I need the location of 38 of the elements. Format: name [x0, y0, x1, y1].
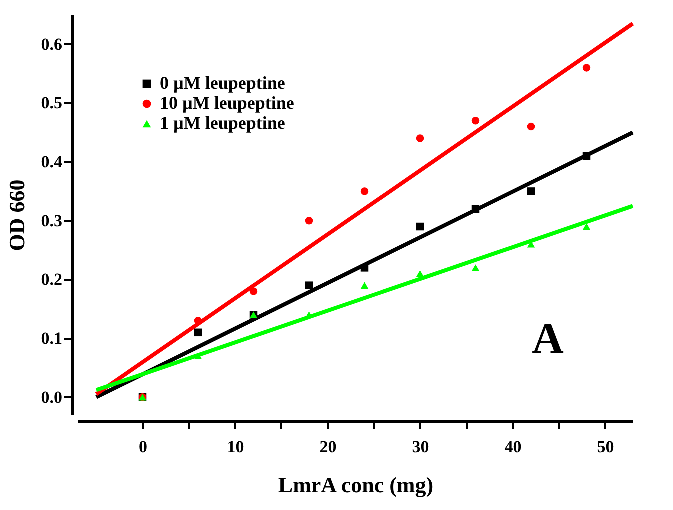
y-tick-label: 0.6 [41, 34, 62, 54]
point [305, 217, 314, 225]
point [360, 188, 369, 196]
point [582, 223, 591, 230]
y-tick-label: 0.4 [41, 152, 63, 172]
point [416, 134, 424, 142]
y-tick-label: 0.5 [41, 94, 62, 113]
point [360, 282, 369, 289]
point [250, 288, 258, 296]
point [194, 328, 202, 337]
point [472, 264, 480, 272]
y-tick-label: 0.2 [41, 270, 62, 290]
legend-label: 10 µM leupeptine [160, 93, 294, 113]
x-axis-title: LmrA conc (mg) [278, 472, 434, 498]
point [360, 264, 369, 272]
point [416, 222, 424, 231]
point [305, 282, 314, 290]
x-tick-label: 30 [412, 438, 430, 456]
point [582, 64, 591, 72]
x-tick-label: 50 [597, 438, 614, 456]
y-tick-label: 0.3 [41, 211, 62, 230]
y-tick-label: 0.1 [41, 329, 62, 348]
point [527, 122, 536, 131]
y-tick-label: 0.0 [41, 388, 62, 407]
x-tick-label: 10 [227, 438, 244, 456]
legend-label: 1 µM leupeptine [160, 113, 286, 133]
point [527, 188, 536, 196]
point [416, 270, 424, 278]
x-tick-label: 20 [320, 438, 337, 456]
annotation: A [532, 314, 564, 363]
x-tick-label: 0 [139, 438, 148, 456]
legend-label: 0 µM leupeptine [160, 73, 286, 93]
x-tick-label: 40 [504, 438, 522, 456]
point [582, 152, 591, 160]
point [472, 205, 480, 213]
point [194, 352, 202, 360]
y-axis-title: OD 660 [4, 180, 30, 252]
point [472, 117, 480, 125]
